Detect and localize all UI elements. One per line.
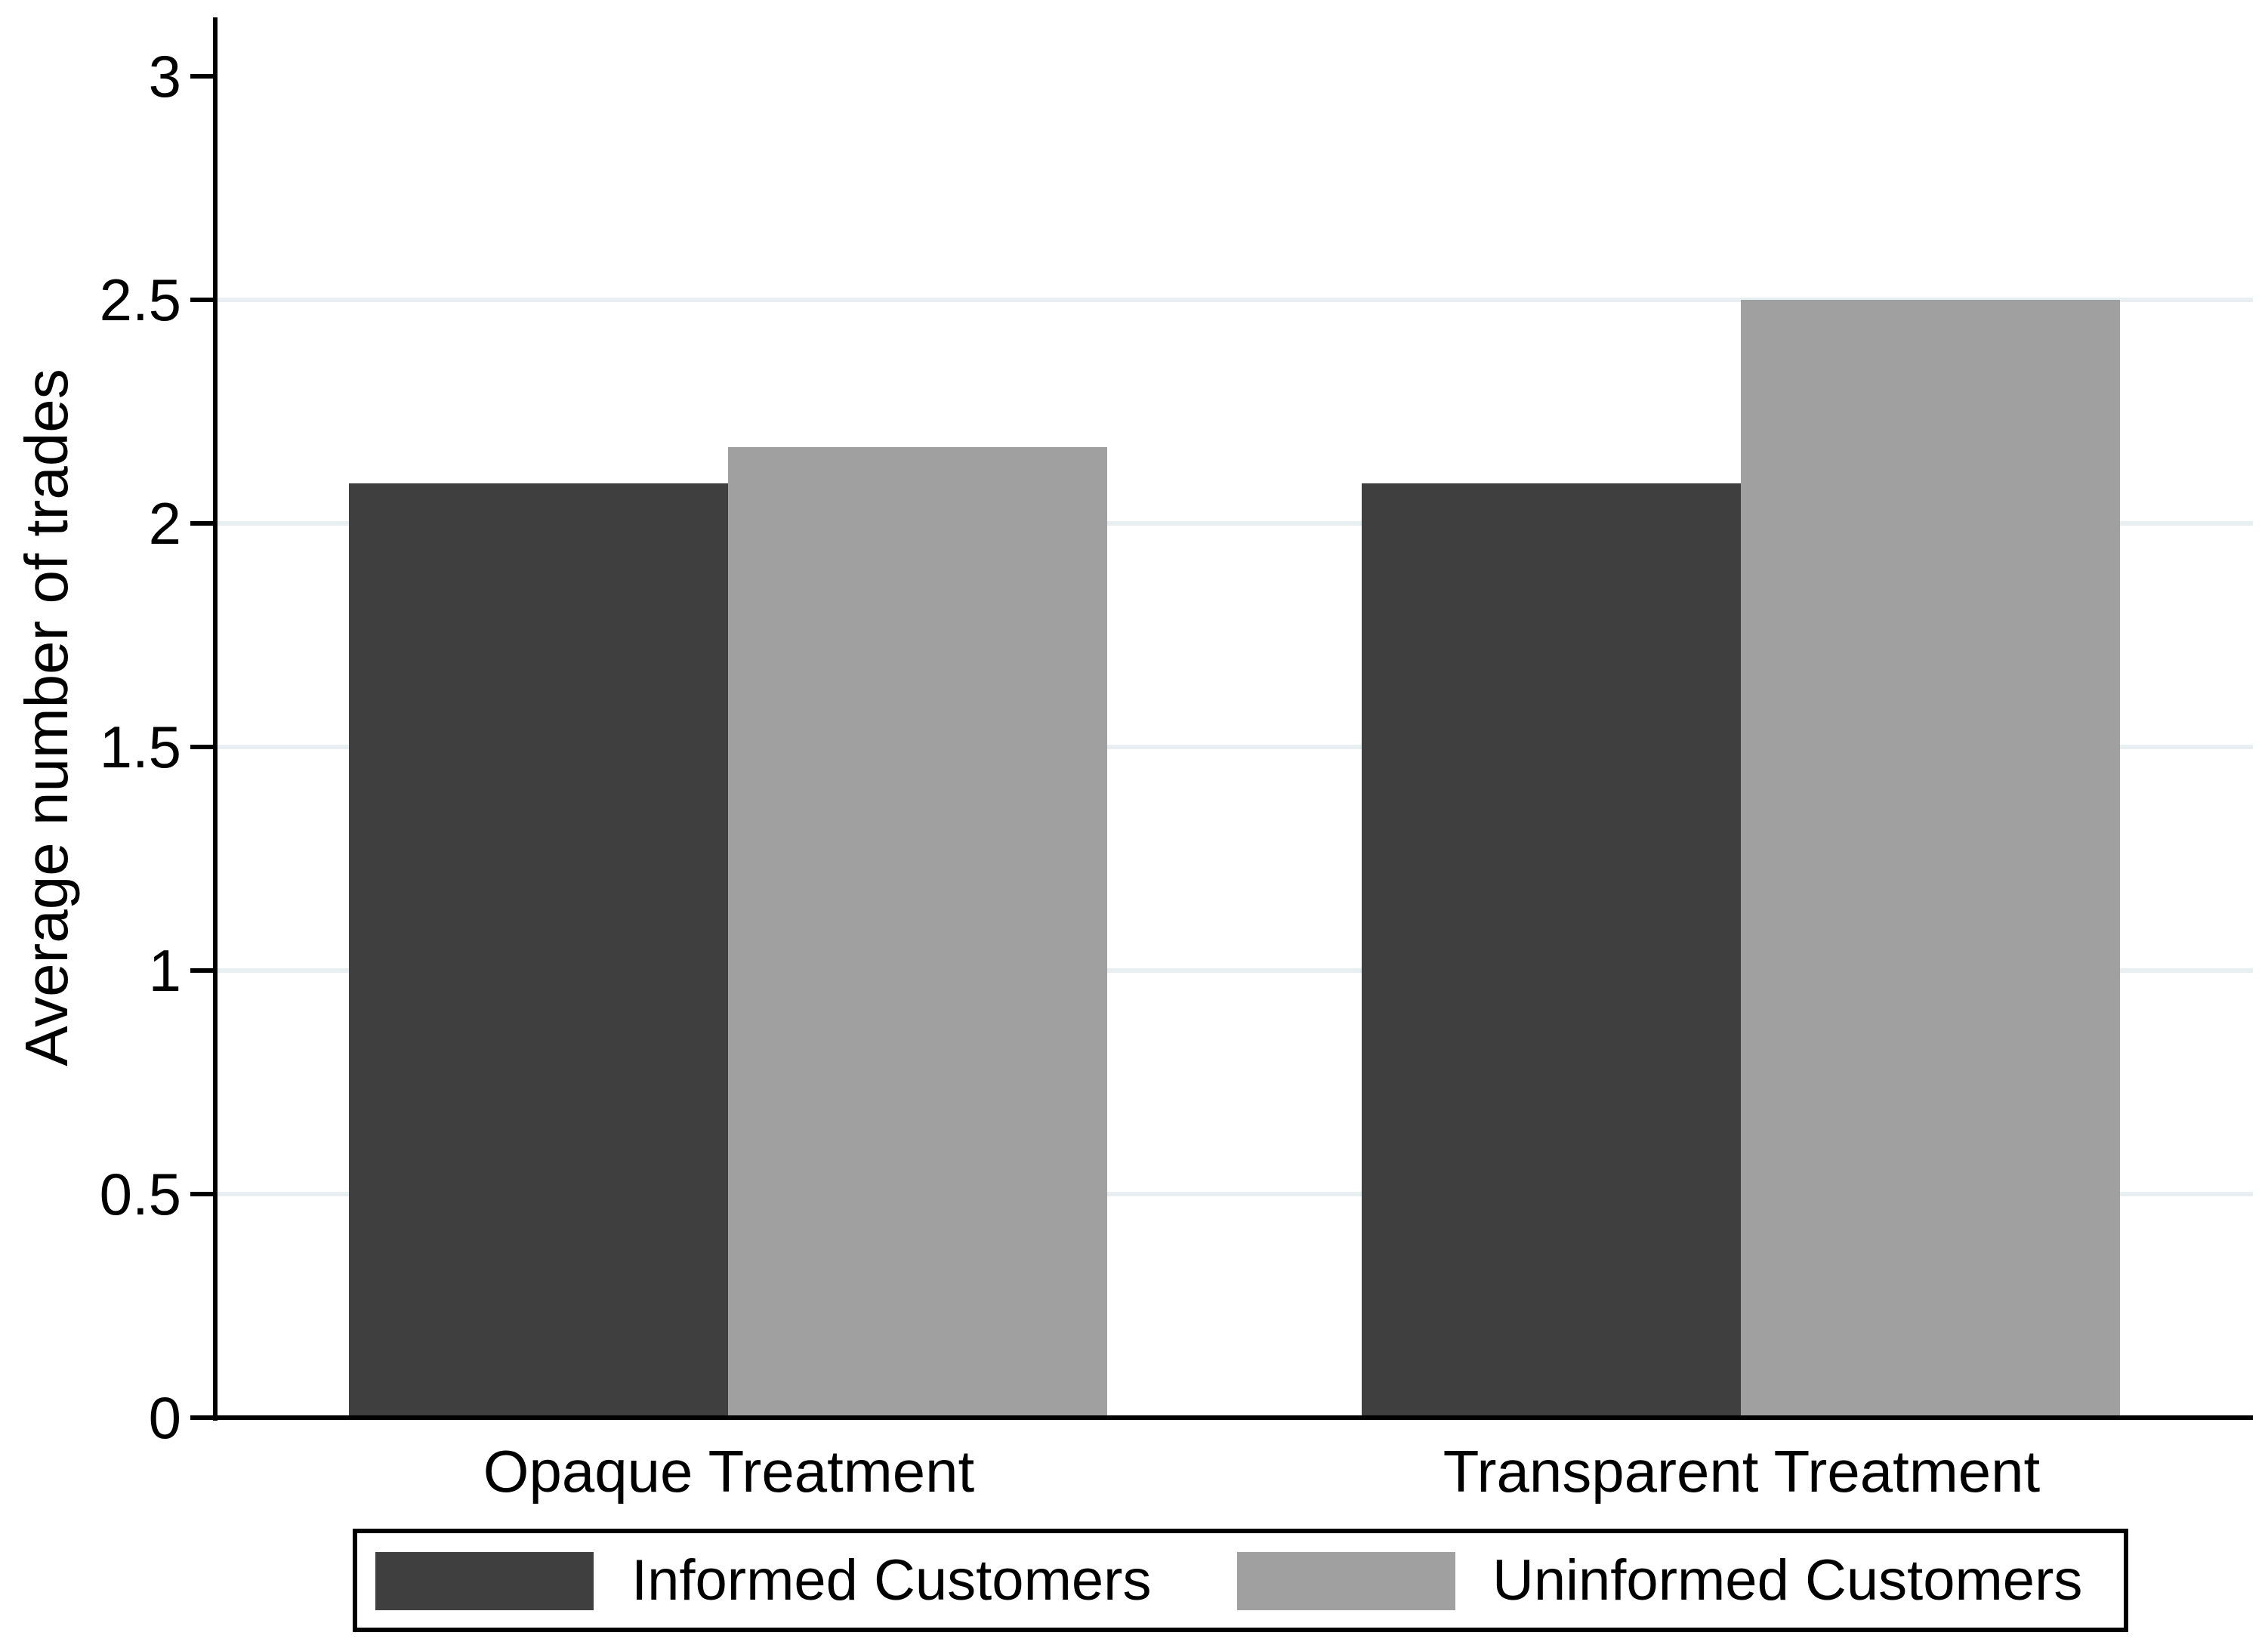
y-tick-3 <box>190 74 215 79</box>
y-tick-label-2.5: 2.5 <box>99 267 181 333</box>
x-category-label-transparent-treatment: Transparent Treatment <box>1443 1438 2041 1504</box>
y-tick-1.5 <box>190 745 215 749</box>
bar-opaque-treatment-informed-customers <box>349 483 728 1418</box>
y-tick-label-1: 1 <box>148 937 181 1004</box>
y-tick-0 <box>190 1415 215 1420</box>
y-tick-label-1.5: 1.5 <box>99 714 181 780</box>
y-tick-2 <box>190 521 215 526</box>
legend-swatch-uninformed-icon <box>1237 1552 1455 1610</box>
y-tick-label-2: 2 <box>148 490 181 557</box>
bar-transparent-treatment-informed-customers <box>1362 483 1741 1418</box>
gridline-y-2.5 <box>218 298 2253 302</box>
y-tick-1 <box>190 968 215 973</box>
y-tick-2.5 <box>190 298 215 302</box>
y-tick-label-0: 0 <box>148 1384 181 1451</box>
y-tick-label-3: 3 <box>148 43 181 110</box>
y-tick-label-0.5: 0.5 <box>99 1161 181 1227</box>
legend-label-informed: Informed Customers <box>631 1548 1152 1613</box>
x-category-label-opaque-treatment: Opaque Treatment <box>483 1438 975 1504</box>
x-axis-line <box>213 1415 2253 1420</box>
gridline-y-1.5 <box>218 745 2253 749</box>
gridline-y-2 <box>218 521 2253 526</box>
y-tick-0.5 <box>190 1192 215 1196</box>
bar-opaque-treatment-uninformed-customers <box>728 447 1107 1418</box>
bar-transparent-treatment-uninformed-customers <box>1741 300 2120 1418</box>
legend-swatch-informed-icon <box>375 1552 594 1610</box>
gridline-y-1 <box>218 968 2253 973</box>
gridline-y-0.5 <box>218 1192 2253 1196</box>
legend-label-uninformed: Uninformed Customers <box>1492 1548 2083 1613</box>
y-axis-line <box>213 17 218 1421</box>
legend: Informed Customers Uninformed Customers <box>353 1529 2128 1632</box>
